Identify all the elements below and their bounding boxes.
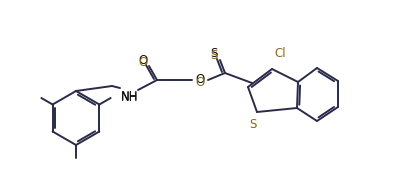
Text: O: O (195, 73, 205, 86)
Text: S: S (210, 46, 218, 60)
Text: O: O (138, 56, 148, 69)
Text: O: O (195, 75, 205, 88)
Text: S: S (210, 49, 218, 62)
Text: O: O (138, 53, 148, 66)
Text: S: S (249, 117, 257, 130)
Text: NH: NH (121, 90, 139, 103)
Text: Cl: Cl (274, 46, 286, 60)
Text: NH: NH (121, 91, 139, 104)
